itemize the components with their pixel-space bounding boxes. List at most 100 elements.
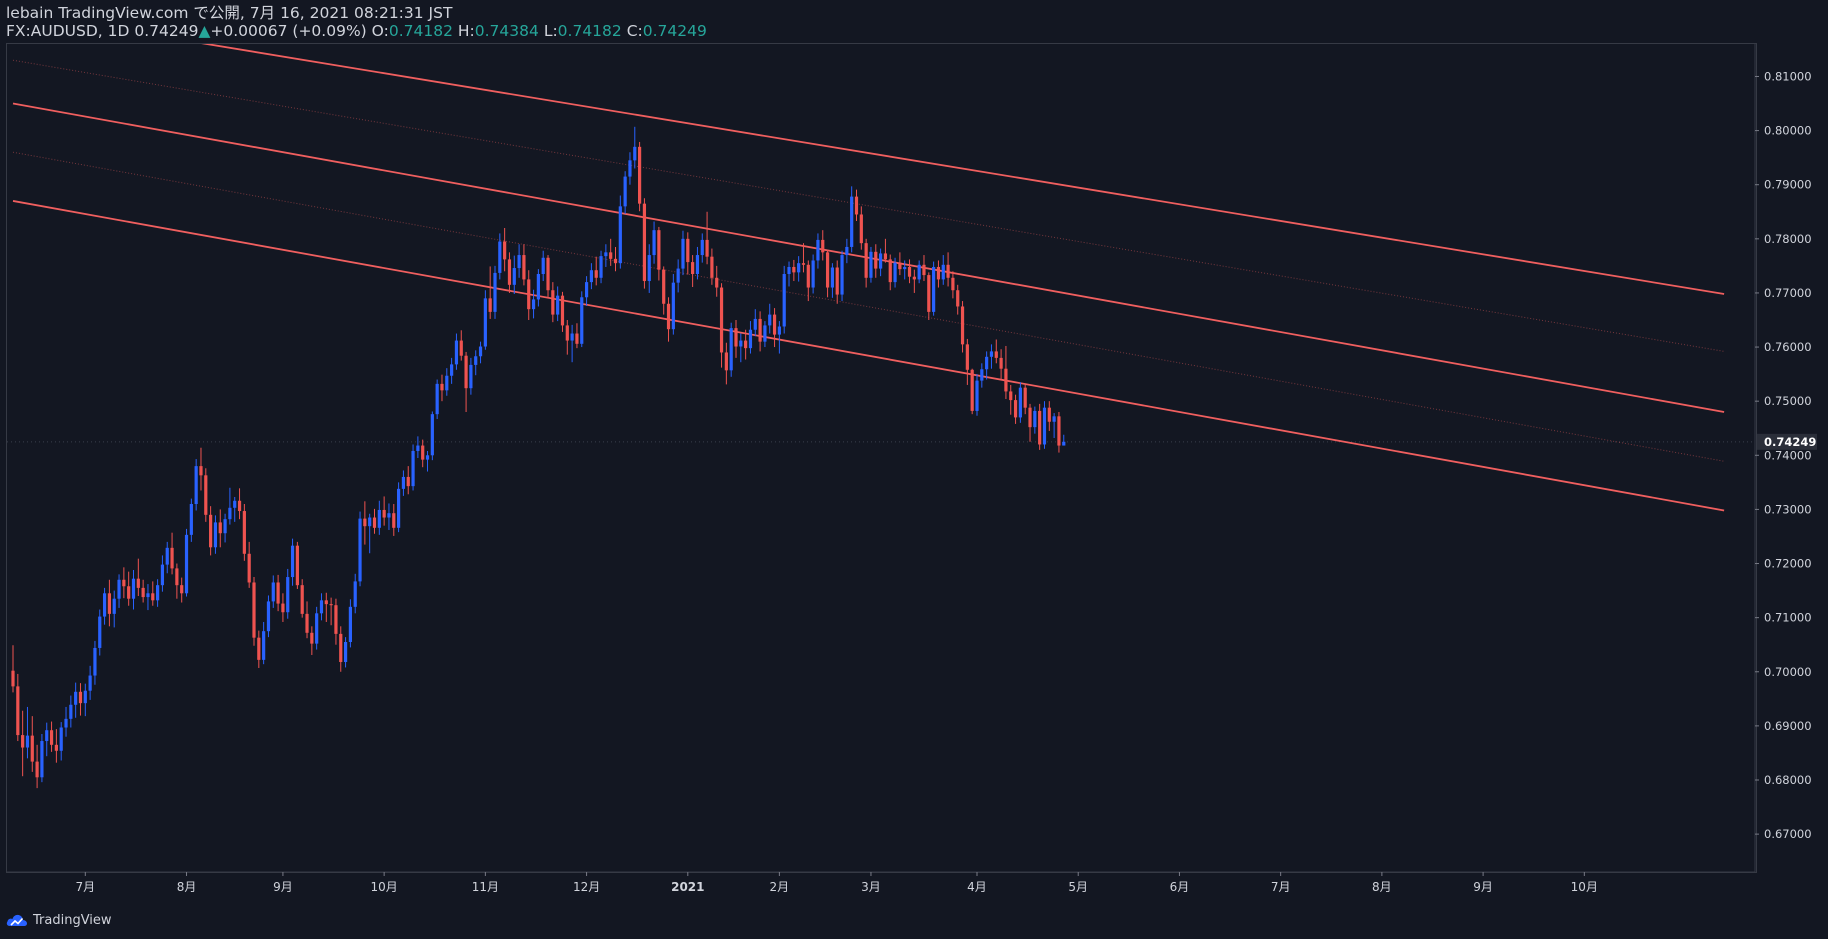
- candle-body: [469, 364, 473, 389]
- candle: [840, 250, 844, 302]
- candle: [1052, 413, 1056, 438]
- candle-body: [252, 582, 256, 638]
- candle: [782, 265, 786, 334]
- candle: [594, 256, 598, 286]
- candle: [266, 595, 271, 638]
- candle-body: [594, 270, 598, 278]
- candle-body: [59, 727, 63, 751]
- candle-body: [556, 295, 560, 315]
- time-tick-label: 8月: [1372, 880, 1392, 894]
- candle: [975, 374, 979, 416]
- time-tick-label: 10月: [370, 880, 397, 894]
- candle: [358, 511, 362, 587]
- candle-body: [744, 340, 748, 349]
- time-tick-label: 6月: [1170, 880, 1190, 894]
- candle: [994, 339, 998, 364]
- candle: [507, 252, 512, 293]
- candle: [825, 249, 830, 298]
- candle: [175, 563, 179, 599]
- tradingview-cloud-icon[interactable]: [6, 913, 28, 927]
- candle: [758, 311, 762, 352]
- candle: [980, 363, 984, 388]
- candle-body: [146, 593, 150, 598]
- candle-body: [237, 500, 242, 512]
- candle-body: [170, 547, 174, 569]
- candle: [459, 330, 463, 361]
- candle-body: [488, 298, 492, 312]
- price-axis[interactable]: 0.81000 0.80000 0.79000 0.78000 0.77000 0.760…: [1754, 44, 1817, 872]
- candle-body: [864, 243, 868, 278]
- candle-body: [623, 176, 627, 207]
- channel-line-0[interactable]: [13, 12, 1725, 295]
- candle: [715, 265, 719, 297]
- candle-body: [763, 325, 767, 342]
- candle: [189, 498, 193, 542]
- channel-line-3[interactable]: [12, 151, 1725, 462]
- channel-lines[interactable]: [7, 12, 1755, 512]
- candle-body: [305, 613, 309, 633]
- candle: [435, 379, 439, 420]
- candle: [276, 574, 280, 612]
- price-tick-label: 0.74000: [1764, 448, 1812, 462]
- candle-body: [478, 346, 483, 357]
- candle-body: [233, 500, 237, 508]
- candle: [363, 501, 367, 545]
- symbol-label[interactable]: FX:AUDUSD, 1D: [6, 22, 130, 40]
- candle-body: [517, 255, 521, 269]
- candle: [705, 211, 709, 265]
- candle: [666, 297, 671, 342]
- candle-body: [93, 647, 97, 676]
- candle: [883, 238, 888, 263]
- candle: [835, 260, 839, 304]
- candle-body: [638, 146, 642, 204]
- candle: [131, 570, 136, 610]
- candle-body: [994, 351, 998, 358]
- candle-body: [691, 262, 695, 274]
- time-tick-label: 9月: [273, 880, 293, 894]
- candle: [503, 228, 507, 272]
- candle-body: [421, 445, 425, 460]
- candle-body: [372, 517, 377, 528]
- candle: [286, 568, 290, 619]
- candle-body: [584, 282, 589, 298]
- channel-line-1[interactable]: [12, 59, 1725, 352]
- candle-body: [353, 581, 357, 607]
- candle: [483, 290, 487, 350]
- candle-body: [339, 633, 343, 663]
- candle-body: [705, 239, 709, 257]
- candle-body: [739, 340, 743, 347]
- candle: [54, 729, 58, 763]
- candle: [88, 665, 92, 700]
- candle-body: [671, 282, 675, 330]
- time-tick-label: 8月: [177, 880, 197, 894]
- candle-body: [387, 513, 391, 518]
- candle: [999, 349, 1003, 380]
- time-tick-label: 10月: [1571, 880, 1598, 894]
- candle: [1009, 384, 1013, 415]
- candle: [353, 573, 357, 614]
- candle: [922, 255, 926, 282]
- candle-body: [999, 357, 1003, 369]
- footer-brand[interactable]: TradingView: [33, 912, 112, 928]
- time-axis[interactable]: 7月 8月 9月 10月 11月 12月 2021 2月 3月 4月 5月 6月 7月 8月 9月 10月: [7, 871, 1755, 894]
- candle-body: [729, 328, 733, 371]
- candle-body: [1062, 441, 1066, 446]
- candle: [112, 590, 116, 628]
- candle-body: [440, 383, 444, 391]
- candle: [156, 579, 160, 607]
- candle-body: [78, 691, 83, 704]
- candle-body: [927, 275, 931, 312]
- candle-body: [724, 352, 728, 371]
- channel-line-4[interactable]: [12, 200, 1725, 512]
- candle-body: [932, 266, 936, 312]
- candle-body: [719, 287, 724, 353]
- price-tick-label: 0.76000: [1764, 340, 1812, 354]
- candle: [628, 152, 632, 185]
- candle: [927, 272, 931, 320]
- candle-body: [850, 196, 854, 247]
- channel-line-2[interactable]: [12, 102, 1725, 413]
- candle: [213, 515, 218, 554]
- candle: [237, 488, 242, 520]
- candle-body: [903, 266, 907, 270]
